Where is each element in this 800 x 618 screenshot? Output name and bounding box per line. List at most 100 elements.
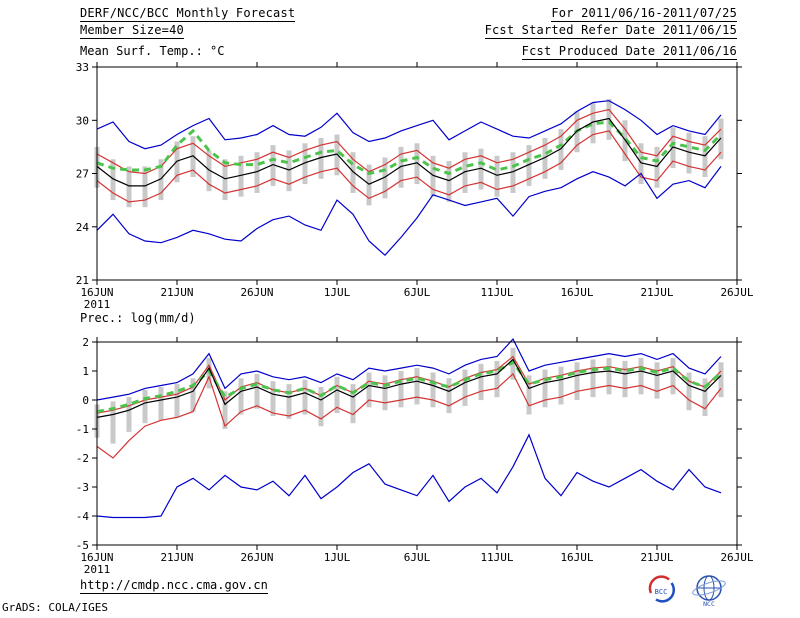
spread-bar bbox=[478, 363, 484, 401]
grads-credit-label: GrADS: COLA/IGES bbox=[2, 601, 108, 614]
forecast-range-label: For 2011/06/16-2011/07/25 bbox=[551, 6, 737, 22]
spread-bar bbox=[398, 371, 404, 408]
spread-bar bbox=[542, 138, 548, 179]
x-tick-label: 26JUL bbox=[720, 286, 753, 299]
x-tick-label: 26JUL bbox=[720, 551, 753, 564]
ncc-logo-orbit bbox=[692, 580, 726, 596]
spread-bar bbox=[590, 359, 596, 398]
spread-bar bbox=[206, 150, 212, 192]
spread-bar bbox=[542, 369, 548, 408]
spread-bar bbox=[414, 368, 420, 405]
series-ensemble_min bbox=[96, 433, 722, 519]
x-tick-sublabel: 2011 bbox=[84, 298, 111, 311]
spread-bar bbox=[494, 155, 500, 197]
y-tick-label: 27 bbox=[76, 168, 89, 181]
spread-bar bbox=[270, 381, 276, 416]
spread-bar bbox=[254, 152, 260, 193]
y-tick-label: -4 bbox=[76, 510, 90, 523]
series-lower_tercile bbox=[96, 372, 722, 459]
spread-bar bbox=[238, 155, 244, 197]
spread-bar bbox=[142, 166, 148, 208]
spread-bar bbox=[158, 159, 164, 201]
spread-bar bbox=[334, 134, 340, 176]
spread-bar bbox=[126, 397, 132, 432]
spread-bar bbox=[222, 391, 228, 429]
series-lower_tercile bbox=[96, 130, 722, 203]
spread-bar bbox=[190, 378, 196, 412]
spread-bar bbox=[302, 379, 308, 415]
series-ensemble_max bbox=[96, 338, 722, 401]
spread-bar bbox=[286, 384, 292, 419]
spread-bar bbox=[526, 375, 532, 415]
spread-bar bbox=[350, 152, 356, 193]
spread-bar bbox=[414, 143, 420, 185]
temp-panel-title: Mean Surf. Temp.: °C bbox=[80, 44, 225, 58]
x-tick-label: 16JUN bbox=[80, 286, 113, 299]
spread-bar bbox=[318, 387, 324, 427]
spread-bar bbox=[558, 129, 564, 170]
spread-bar bbox=[366, 164, 372, 206]
spread-bar bbox=[446, 161, 452, 202]
x-tick-label: 26JUN bbox=[240, 286, 273, 299]
spread-bar bbox=[430, 372, 436, 408]
spread-bar bbox=[622, 360, 628, 398]
y-tick-label: 24 bbox=[76, 221, 90, 234]
spread-bar bbox=[382, 375, 388, 411]
y-tick-label: -3 bbox=[76, 481, 89, 494]
fcst-produced-label: Fcst Produced Date 2011/06/16 bbox=[521, 44, 737, 60]
spread-bar bbox=[110, 401, 116, 444]
page-title: DERF/NCC/BCC Monthly Forecast bbox=[80, 6, 296, 22]
spread-bar bbox=[158, 387, 164, 421]
spread-bar bbox=[718, 362, 724, 398]
spread-bar bbox=[606, 358, 612, 395]
spread-bar bbox=[686, 132, 692, 174]
series-upper_tercile bbox=[96, 108, 722, 175]
y-tick-label: 21 bbox=[76, 274, 89, 287]
series-ensemble_median bbox=[96, 360, 723, 414]
y-tick-label: -5 bbox=[76, 539, 89, 552]
ncc-logo: NCC bbox=[692, 575, 726, 608]
spread-bar bbox=[142, 389, 148, 424]
x-tick-sublabel: 2011 bbox=[84, 563, 111, 576]
x-tick-label: 6JUL bbox=[404, 286, 431, 299]
spread-bar bbox=[654, 146, 660, 188]
bcc-logo-text: BCC bbox=[655, 588, 668, 596]
series-ensemble_mean bbox=[96, 358, 722, 418]
series-ensemble_max bbox=[96, 100, 722, 150]
spread-bar bbox=[174, 384, 180, 418]
x-tick-label: 16JUL bbox=[560, 551, 593, 564]
spread-bar bbox=[286, 150, 292, 192]
spread-bar bbox=[318, 138, 324, 179]
y-tick-label: 33 bbox=[76, 61, 89, 74]
x-tick-label: 16JUN bbox=[80, 551, 113, 564]
spread-bar bbox=[574, 362, 580, 400]
spread-bar bbox=[670, 358, 676, 395]
x-tick-label: 6JUL bbox=[404, 551, 431, 564]
spread-bar bbox=[110, 159, 116, 201]
spread-bar bbox=[686, 372, 692, 411]
spread-bar bbox=[254, 373, 260, 409]
spread-bar bbox=[526, 145, 532, 186]
spread-bar bbox=[638, 358, 644, 395]
bcc-logo: BCC bbox=[648, 575, 675, 603]
series-ensemble_mean bbox=[96, 117, 722, 187]
spread-bar bbox=[302, 143, 308, 185]
spread-bar bbox=[382, 157, 388, 199]
bcc-logo-blue-swirl bbox=[655, 582, 675, 603]
y-tick-label: 30 bbox=[76, 114, 89, 127]
fcst-started-label: Fcst Started Refer Date 2011/06/15 bbox=[484, 23, 737, 39]
spread-bar bbox=[238, 378, 244, 415]
spread-bar bbox=[558, 366, 564, 405]
bcc-logo-red-swirl bbox=[648, 575, 670, 594]
spread-bar bbox=[478, 148, 484, 190]
y-tick-label: 1 bbox=[82, 365, 89, 378]
x-tick-label: 21JUL bbox=[640, 551, 673, 564]
x-tick-label: 1JUL bbox=[324, 551, 351, 564]
x-tick-label: 21JUN bbox=[160, 286, 193, 299]
cmdp-url-link[interactable]: http://cmdp.ncc.cma.gov.cn bbox=[80, 578, 268, 594]
series-ensemble_median bbox=[96, 120, 723, 176]
spread-bar bbox=[718, 118, 724, 160]
x-tick-label: 21JUN bbox=[160, 551, 193, 564]
y-tick-label: -2 bbox=[76, 452, 89, 465]
